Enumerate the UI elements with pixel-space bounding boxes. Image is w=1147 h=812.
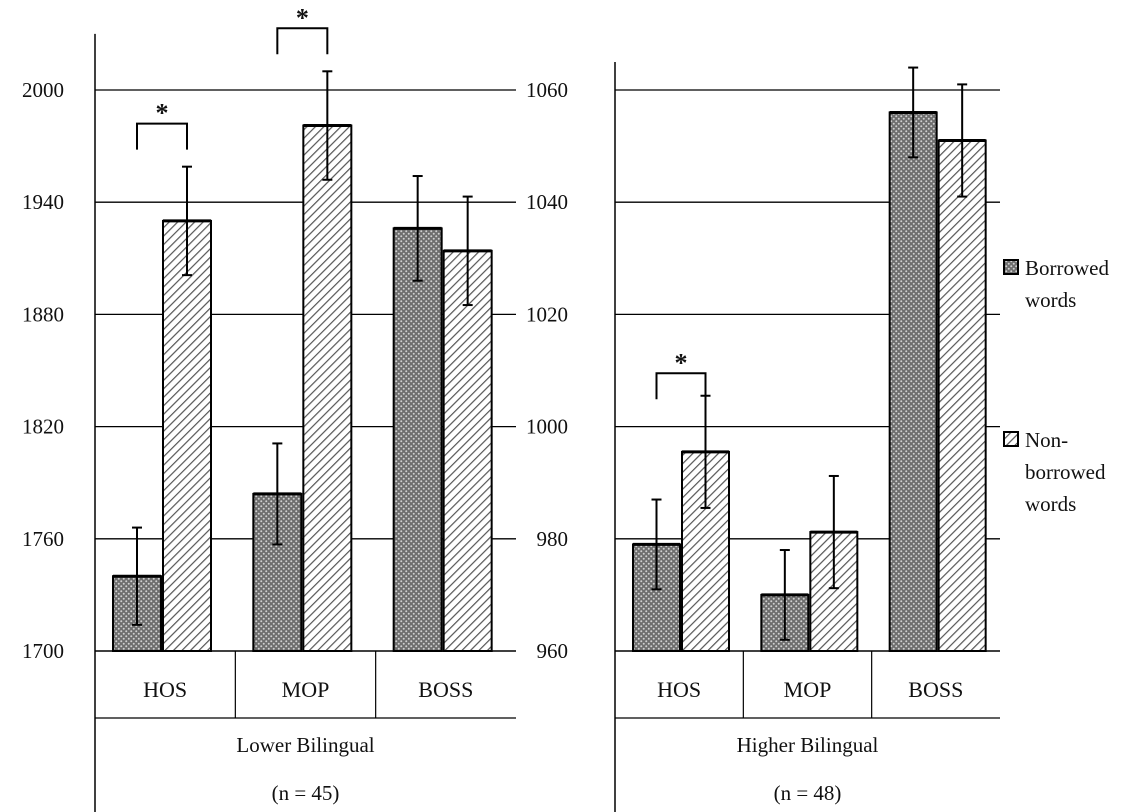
group-sample-size: (n = 48) — [774, 781, 842, 805]
y-tick-label: 1060 — [526, 78, 568, 102]
y-tick-label: 1880 — [22, 302, 64, 326]
group-sample-size: (n = 45) — [272, 781, 340, 805]
significance-bracket — [276, 27, 329, 55]
legend-label: words — [1025, 288, 1076, 312]
category-label: BOSS — [908, 677, 963, 702]
y-tick-label: 960 — [537, 639, 569, 663]
legend-label: words — [1025, 492, 1076, 516]
bar-non-borrowed — [302, 124, 353, 652]
y-tick-label: 980 — [537, 527, 569, 551]
category-label: MOP — [784, 677, 832, 702]
y-tick-label: 1000 — [526, 415, 568, 439]
significance-star: * — [675, 348, 688, 377]
category-label: MOP — [282, 677, 330, 702]
bar-non-borrowed — [442, 249, 493, 652]
y-tick-label: 1040 — [526, 190, 568, 214]
category-label: HOS — [143, 677, 187, 702]
y-tick-label: 1020 — [526, 302, 568, 326]
y-tick-label: 1940 — [22, 190, 64, 214]
bar-non-borrowed — [162, 219, 212, 652]
legend-label: Non- — [1025, 428, 1068, 452]
bar-borrowed — [392, 227, 443, 652]
bar-borrowed — [888, 111, 938, 652]
group-label: Lower Bilingual — [236, 733, 374, 757]
significance-bracket — [136, 122, 188, 150]
significance-star: * — [156, 99, 169, 128]
legend-label: Borrowed — [1025, 256, 1109, 280]
y-tick-label: 1760 — [22, 527, 64, 551]
significance-star: * — [296, 3, 309, 32]
bar-non-borrowed — [937, 139, 987, 653]
significance-bracket — [655, 372, 707, 400]
category-label: BOSS — [418, 677, 473, 702]
y-tick-label: 2000 — [22, 78, 64, 102]
legend-swatch-non-borrowed — [1003, 431, 1019, 447]
legend-swatch-borrowed — [1003, 259, 1019, 275]
group-label: Higher Bilingual — [737, 733, 879, 757]
legend-label: borrowed — [1025, 460, 1106, 484]
y-tick-label: 1820 — [22, 415, 64, 439]
category-label: HOS — [657, 677, 701, 702]
y-tick-label: 1700 — [22, 639, 64, 663]
